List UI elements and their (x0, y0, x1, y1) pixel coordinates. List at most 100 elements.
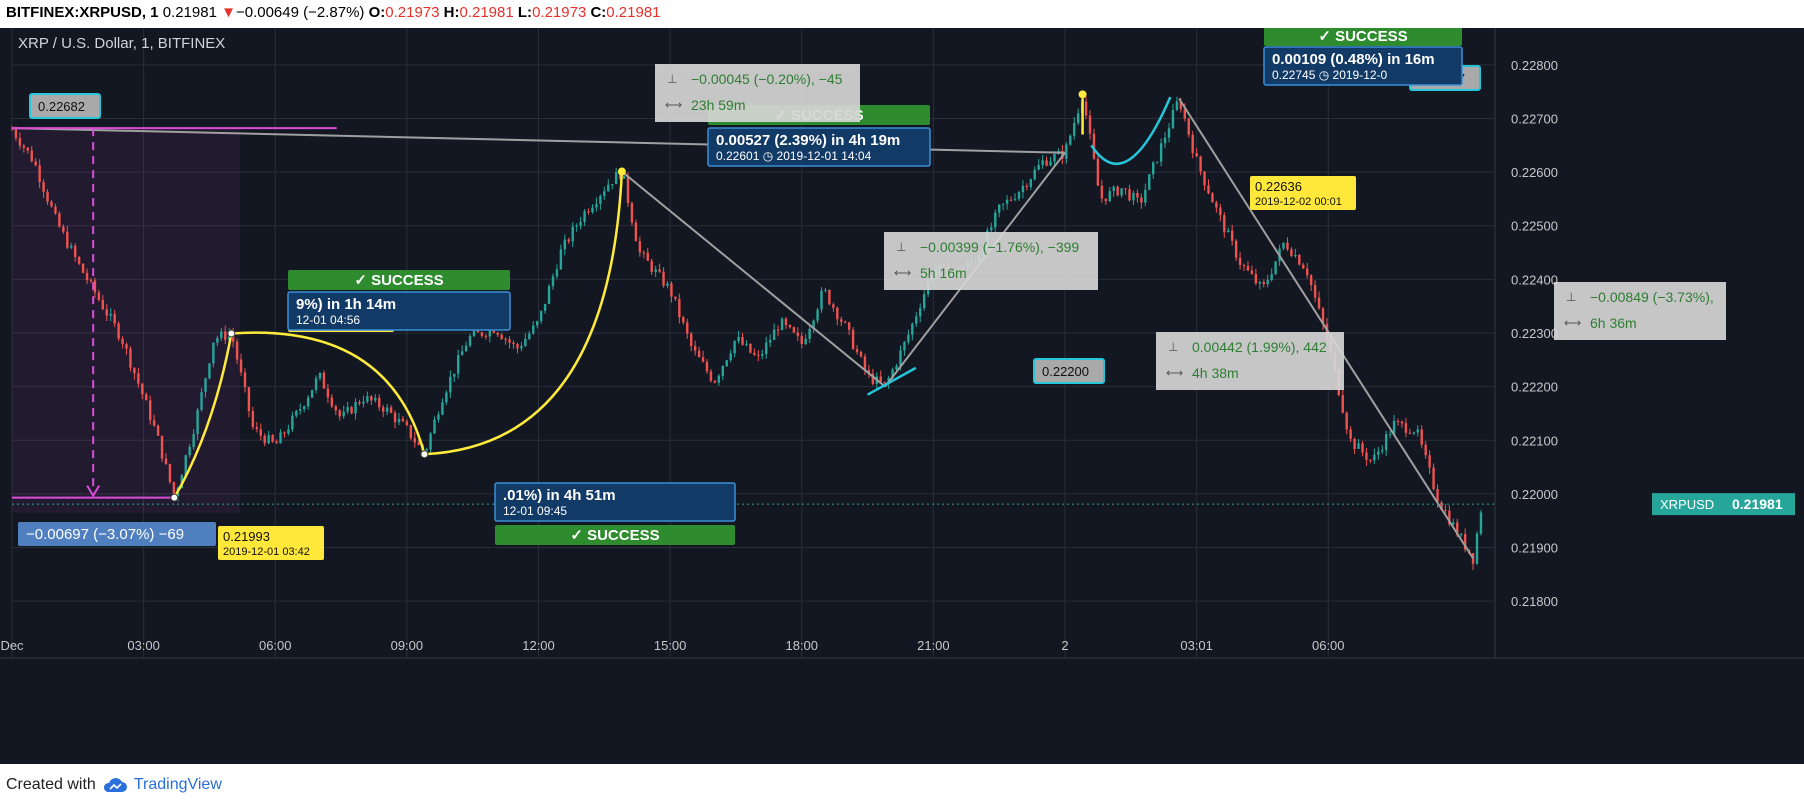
success-info-sub: 12-01 09:45 (503, 504, 567, 518)
candle-body (121, 338, 124, 345)
measure-change: −0.00045 (−0.20%), −45 (691, 71, 843, 87)
candle-body (1009, 199, 1013, 201)
candle-body (1416, 429, 1419, 433)
x-tick-label: 03:01 (1180, 638, 1213, 653)
candle-body (58, 213, 61, 227)
candle-body (370, 396, 373, 401)
candle-body (1148, 174, 1151, 190)
measure-duration-icon: ⟷ (1564, 316, 1581, 330)
candle-body (733, 340, 736, 354)
candle-body (208, 363, 211, 379)
candle-body (1313, 284, 1317, 298)
candle-body (188, 447, 191, 456)
candle-body (1112, 186, 1115, 192)
candle-body (1412, 432, 1416, 434)
candle-body (603, 191, 606, 196)
candle-body (93, 280, 97, 293)
candle-body (30, 150, 33, 162)
tradingview-link[interactable]: TradingView (133, 776, 222, 793)
candle-body (1270, 274, 1273, 281)
price-chart[interactable]: XRP / U.S. Dollar, 1, BITFINEX 0.228000.… (0, 28, 1804, 764)
candle-body (10, 129, 14, 131)
measure-duration-icon: ⟷ (894, 266, 911, 280)
x-tick-label: 12:00 (522, 638, 555, 653)
candle-body (1321, 308, 1325, 324)
candle-body (425, 449, 428, 453)
candle-body (168, 463, 172, 483)
candle-body (291, 415, 294, 430)
candle-body (1227, 230, 1230, 233)
last-price-symbol: XRPUSD (1660, 497, 1714, 512)
candle-body (563, 239, 567, 250)
candle-body (227, 334, 231, 340)
candle-body (1001, 203, 1005, 205)
candle-body (998, 204, 1001, 213)
candle-body (1203, 171, 1206, 186)
candle-body (634, 222, 638, 242)
candle-body (263, 435, 266, 444)
candle-body (1373, 454, 1376, 461)
measure-change: −0.00849 (−3.73%), (1590, 289, 1714, 305)
candle-body (713, 380, 717, 383)
candle-body (1471, 553, 1475, 564)
open-label: O: (368, 4, 386, 21)
time-axis[interactable]: Dec 03:00 06:00 09:00 12:00 15:00 18:00 21:00 2 0… (0, 638, 1804, 659)
candle-body (990, 227, 993, 231)
candle-body (863, 356, 867, 371)
candle-body (1286, 242, 1289, 250)
candle-body (571, 226, 574, 242)
measure-box (884, 232, 1098, 290)
candle-body (283, 432, 286, 434)
candle-body (520, 346, 523, 349)
candle-body (1357, 443, 1360, 449)
candle-body (689, 333, 693, 347)
measure-icon: ⊥ (1566, 290, 1576, 304)
measure-box (655, 64, 860, 122)
candle-body (1369, 459, 1372, 461)
candle-body (800, 335, 803, 345)
candle-body (338, 410, 341, 417)
candle-body (717, 375, 721, 383)
candle-body (919, 308, 922, 317)
candle-body (701, 357, 705, 362)
candle-body (22, 145, 26, 148)
high-label: H: (443, 4, 460, 21)
candle-body (1163, 137, 1167, 144)
price-callout-text: 0.22682 (38, 99, 85, 114)
measure-duration-icon: ⟷ (665, 98, 682, 112)
yellow-label-price: 0.21993 (223, 529, 270, 544)
price-axis[interactable]: 0.22800 0.22700 0.22600 0.22500 0.22400 0.223… (1494, 28, 1795, 658)
candle-body (725, 360, 728, 366)
candle-body (1341, 395, 1344, 413)
measure-icon: ⊥ (667, 72, 677, 86)
candle-body (1396, 420, 1400, 422)
candle-body (184, 455, 187, 476)
open-value: 0.21973 (385, 4, 440, 21)
candle-body (350, 407, 353, 414)
candle-body (18, 137, 22, 146)
close-value: 0.21981 (606, 4, 661, 21)
candle-body (650, 260, 653, 272)
cyan-arrow (866, 366, 917, 396)
candle-body (125, 344, 128, 349)
drop-shaded-region (12, 128, 240, 513)
candle-body (749, 343, 752, 353)
candle-body (472, 330, 476, 337)
candle-body (54, 206, 57, 214)
candle-body (1294, 254, 1297, 257)
candle-body (1049, 161, 1052, 166)
candle-body (306, 397, 310, 407)
measure-duration: 4h 38m (1192, 365, 1239, 381)
candle-body (686, 322, 689, 334)
down-arrow-icon: ▼ (221, 4, 236, 21)
candle-body (196, 409, 199, 435)
candle-body (330, 397, 334, 407)
candle-body (385, 407, 389, 412)
price-change: −0.00649 (−2.87%) (235, 4, 365, 21)
y-tick-label: 0.22300 (1511, 326, 1558, 341)
y-tick-label: 0.22100 (1511, 433, 1558, 448)
candle-body (595, 203, 598, 208)
yellow-curve-arrow (173, 333, 233, 499)
drop-arrow-head (86, 485, 101, 498)
candle-body (287, 429, 290, 434)
